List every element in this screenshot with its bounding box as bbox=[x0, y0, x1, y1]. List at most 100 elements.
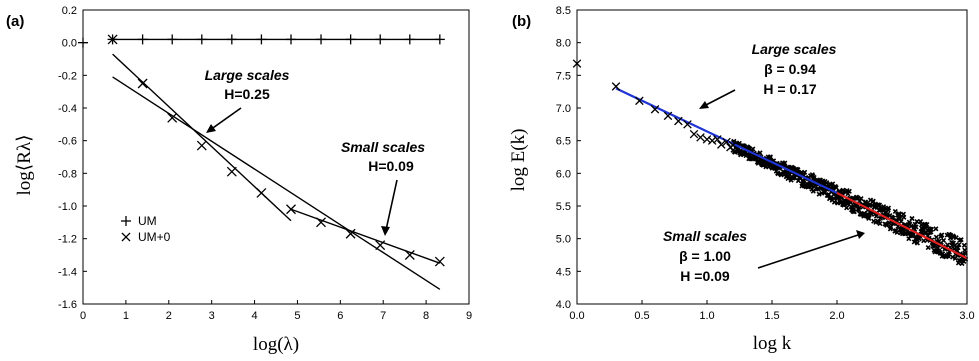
panel-a-annotation-small-title: Small scales bbox=[341, 139, 425, 155]
spectrum-noise-mark bbox=[892, 208, 898, 215]
spectrum-noise-mark bbox=[958, 237, 964, 243]
spectrum-noise-mark bbox=[876, 202, 883, 208]
svg-text:log E(k): log E(k) bbox=[508, 129, 529, 192]
legend-marker-x bbox=[121, 232, 131, 242]
spectrum-noise-mark bbox=[750, 146, 756, 152]
panel-a-y-tick-label: -1.4 bbox=[58, 266, 77, 278]
panel-a-x-ticks: 0 1 2 3 4 5 6 7 8 9 bbox=[80, 300, 472, 322]
panel-b-y-tick-label: 8.5 bbox=[556, 5, 571, 17]
legend-label-um: UM bbox=[138, 214, 157, 228]
spectrum-noise-mark bbox=[787, 172, 793, 178]
um0-point bbox=[434, 256, 445, 267]
spectrum-noise-mark bbox=[782, 160, 788, 166]
um-point bbox=[78, 37, 88, 48]
spectrum-noise-mark bbox=[955, 245, 961, 251]
spectrum-noise-mark bbox=[833, 185, 839, 191]
panel-b-markers bbox=[572, 59, 738, 152]
panel-b-x-tick-label: 1.0 bbox=[699, 310, 714, 322]
spectrum-noise-mark bbox=[945, 242, 951, 248]
spectrum-noise-mark bbox=[917, 218, 924, 225]
panel-a-y-axis-label: log⟨Rλ⟩ bbox=[14, 135, 35, 196]
panel-a-markers bbox=[78, 34, 445, 267]
spectrum-point bbox=[722, 137, 731, 147]
spectrum-noise-mark bbox=[901, 214, 907, 220]
spectrum-noise-mark bbox=[844, 187, 850, 194]
spectrum-noise-mark bbox=[830, 181, 836, 187]
panel-b-x-axis-label: log k bbox=[753, 333, 792, 354]
panel-a-arrowhead-small bbox=[381, 226, 390, 236]
panel-b-y-ticks: 8.5 8.0 7.5 7.0 6.5 6.0 5.5 5.0 4.5 4.0 bbox=[556, 5, 581, 311]
panel-a-x-tick-label: 0 bbox=[80, 310, 86, 322]
panel-b-y-tick-label: 5.5 bbox=[556, 201, 571, 213]
spectrum-noise-mark bbox=[736, 140, 742, 146]
spectrum-noise-mark bbox=[933, 226, 939, 232]
panel-a-y-tick-label: -1.6 bbox=[58, 299, 77, 311]
panel-a-y-tick-label: -0.4 bbox=[58, 103, 77, 115]
spectrum-noise-mark bbox=[811, 174, 817, 181]
spectrum-noise-mark bbox=[909, 215, 915, 222]
spectrum-noise-mark bbox=[914, 240, 920, 246]
spectrum-noise-mark bbox=[846, 188, 852, 194]
panel-b-y-tick-label: 5.0 bbox=[556, 234, 571, 246]
um0-point bbox=[316, 217, 326, 228]
panel-b-fit-lines bbox=[615, 87, 968, 260]
panel-b-x-tick-label: 2.0 bbox=[829, 310, 844, 322]
panel-b-x-tick-label: 0.0 bbox=[569, 310, 584, 322]
spectrum-noise-mark bbox=[896, 212, 902, 218]
um0-point bbox=[345, 228, 356, 239]
panel-b-x-tick-label: 0.5 bbox=[634, 310, 649, 322]
spectrum-point bbox=[611, 82, 621, 91]
spectrum-point bbox=[635, 96, 644, 106]
panel-b-y-tick-label: 7.0 bbox=[556, 103, 571, 115]
spectrum-point bbox=[696, 133, 705, 142]
panel-a: (a) 0 1 2 3 4 5 6 7 8 9 0.2 0.0 -0.2 -0.4 -0.6 -0.8 -1.… bbox=[6, 5, 472, 355]
um-point bbox=[137, 34, 148, 45]
spectrum-noise-mark bbox=[951, 234, 957, 240]
panel-b-annotation-large-h: H = 0.17 bbox=[763, 81, 817, 97]
spectrum-noise-mark bbox=[817, 177, 824, 183]
panel-a-y-tick-label: -0.8 bbox=[58, 168, 77, 180]
spectrum-point bbox=[728, 140, 738, 150]
panel-b-noise-band bbox=[730, 138, 969, 267]
spectrum-point bbox=[707, 136, 717, 145]
panel-b-arrowhead-small bbox=[856, 230, 865, 239]
panel-b-x-tick-label: 1.5 bbox=[764, 310, 779, 322]
um-point bbox=[226, 34, 237, 45]
spectrum-noise-mark bbox=[897, 216, 903, 222]
spectrum-noise-mark bbox=[933, 234, 939, 240]
spectrum-noise-mark bbox=[961, 242, 967, 248]
spectrum-point bbox=[717, 140, 726, 149]
panel-a-annotation-large-h: H=0.25 bbox=[224, 86, 270, 102]
panel-a-x-tick-label: 5 bbox=[294, 310, 300, 322]
um-point bbox=[286, 34, 297, 45]
spectrum-point bbox=[702, 135, 712, 144]
um0-point bbox=[107, 34, 118, 45]
spectrum-noise-mark bbox=[885, 205, 892, 211]
panel-a-y-tick-label: -1.0 bbox=[58, 201, 77, 213]
spectrum-noise-mark bbox=[862, 199, 869, 205]
spectrum-point bbox=[674, 116, 683, 126]
spectrum-point bbox=[683, 120, 692, 129]
panel-a-fit-line bbox=[112, 76, 441, 290]
panel-a-x-tick-label: 4 bbox=[251, 310, 257, 322]
um-point bbox=[404, 34, 415, 45]
spectrum-noise-mark bbox=[921, 238, 927, 244]
spectrum-noise-mark bbox=[911, 239, 917, 245]
panel-b-arrow-small bbox=[757, 234, 859, 269]
panel-b-annotation-large-beta: β = 0.94 bbox=[764, 61, 816, 77]
um-point bbox=[256, 34, 267, 45]
panel-a-x-tick-label: 2 bbox=[166, 310, 172, 322]
panel-a-x-axis-label: log(λ) bbox=[253, 334, 299, 355]
spectrum-point bbox=[713, 135, 722, 144]
spectrum-noise-mark bbox=[866, 215, 872, 221]
panel-a-y-tick-label: -0.6 bbox=[58, 136, 77, 148]
um-point bbox=[316, 34, 327, 45]
um-point bbox=[434, 34, 445, 45]
panel-b-fit-line bbox=[615, 87, 838, 194]
spectrum-noise-mark bbox=[956, 242, 962, 248]
spectrum-noise-mark bbox=[793, 166, 799, 172]
panel-b-letter: (b) bbox=[512, 13, 531, 30]
panel-a-arrowhead-large bbox=[206, 124, 216, 133]
panel-b-x-ticks: 0.0 0.5 1.0 1.5 2.0 2.5 3.0 bbox=[569, 300, 975, 322]
